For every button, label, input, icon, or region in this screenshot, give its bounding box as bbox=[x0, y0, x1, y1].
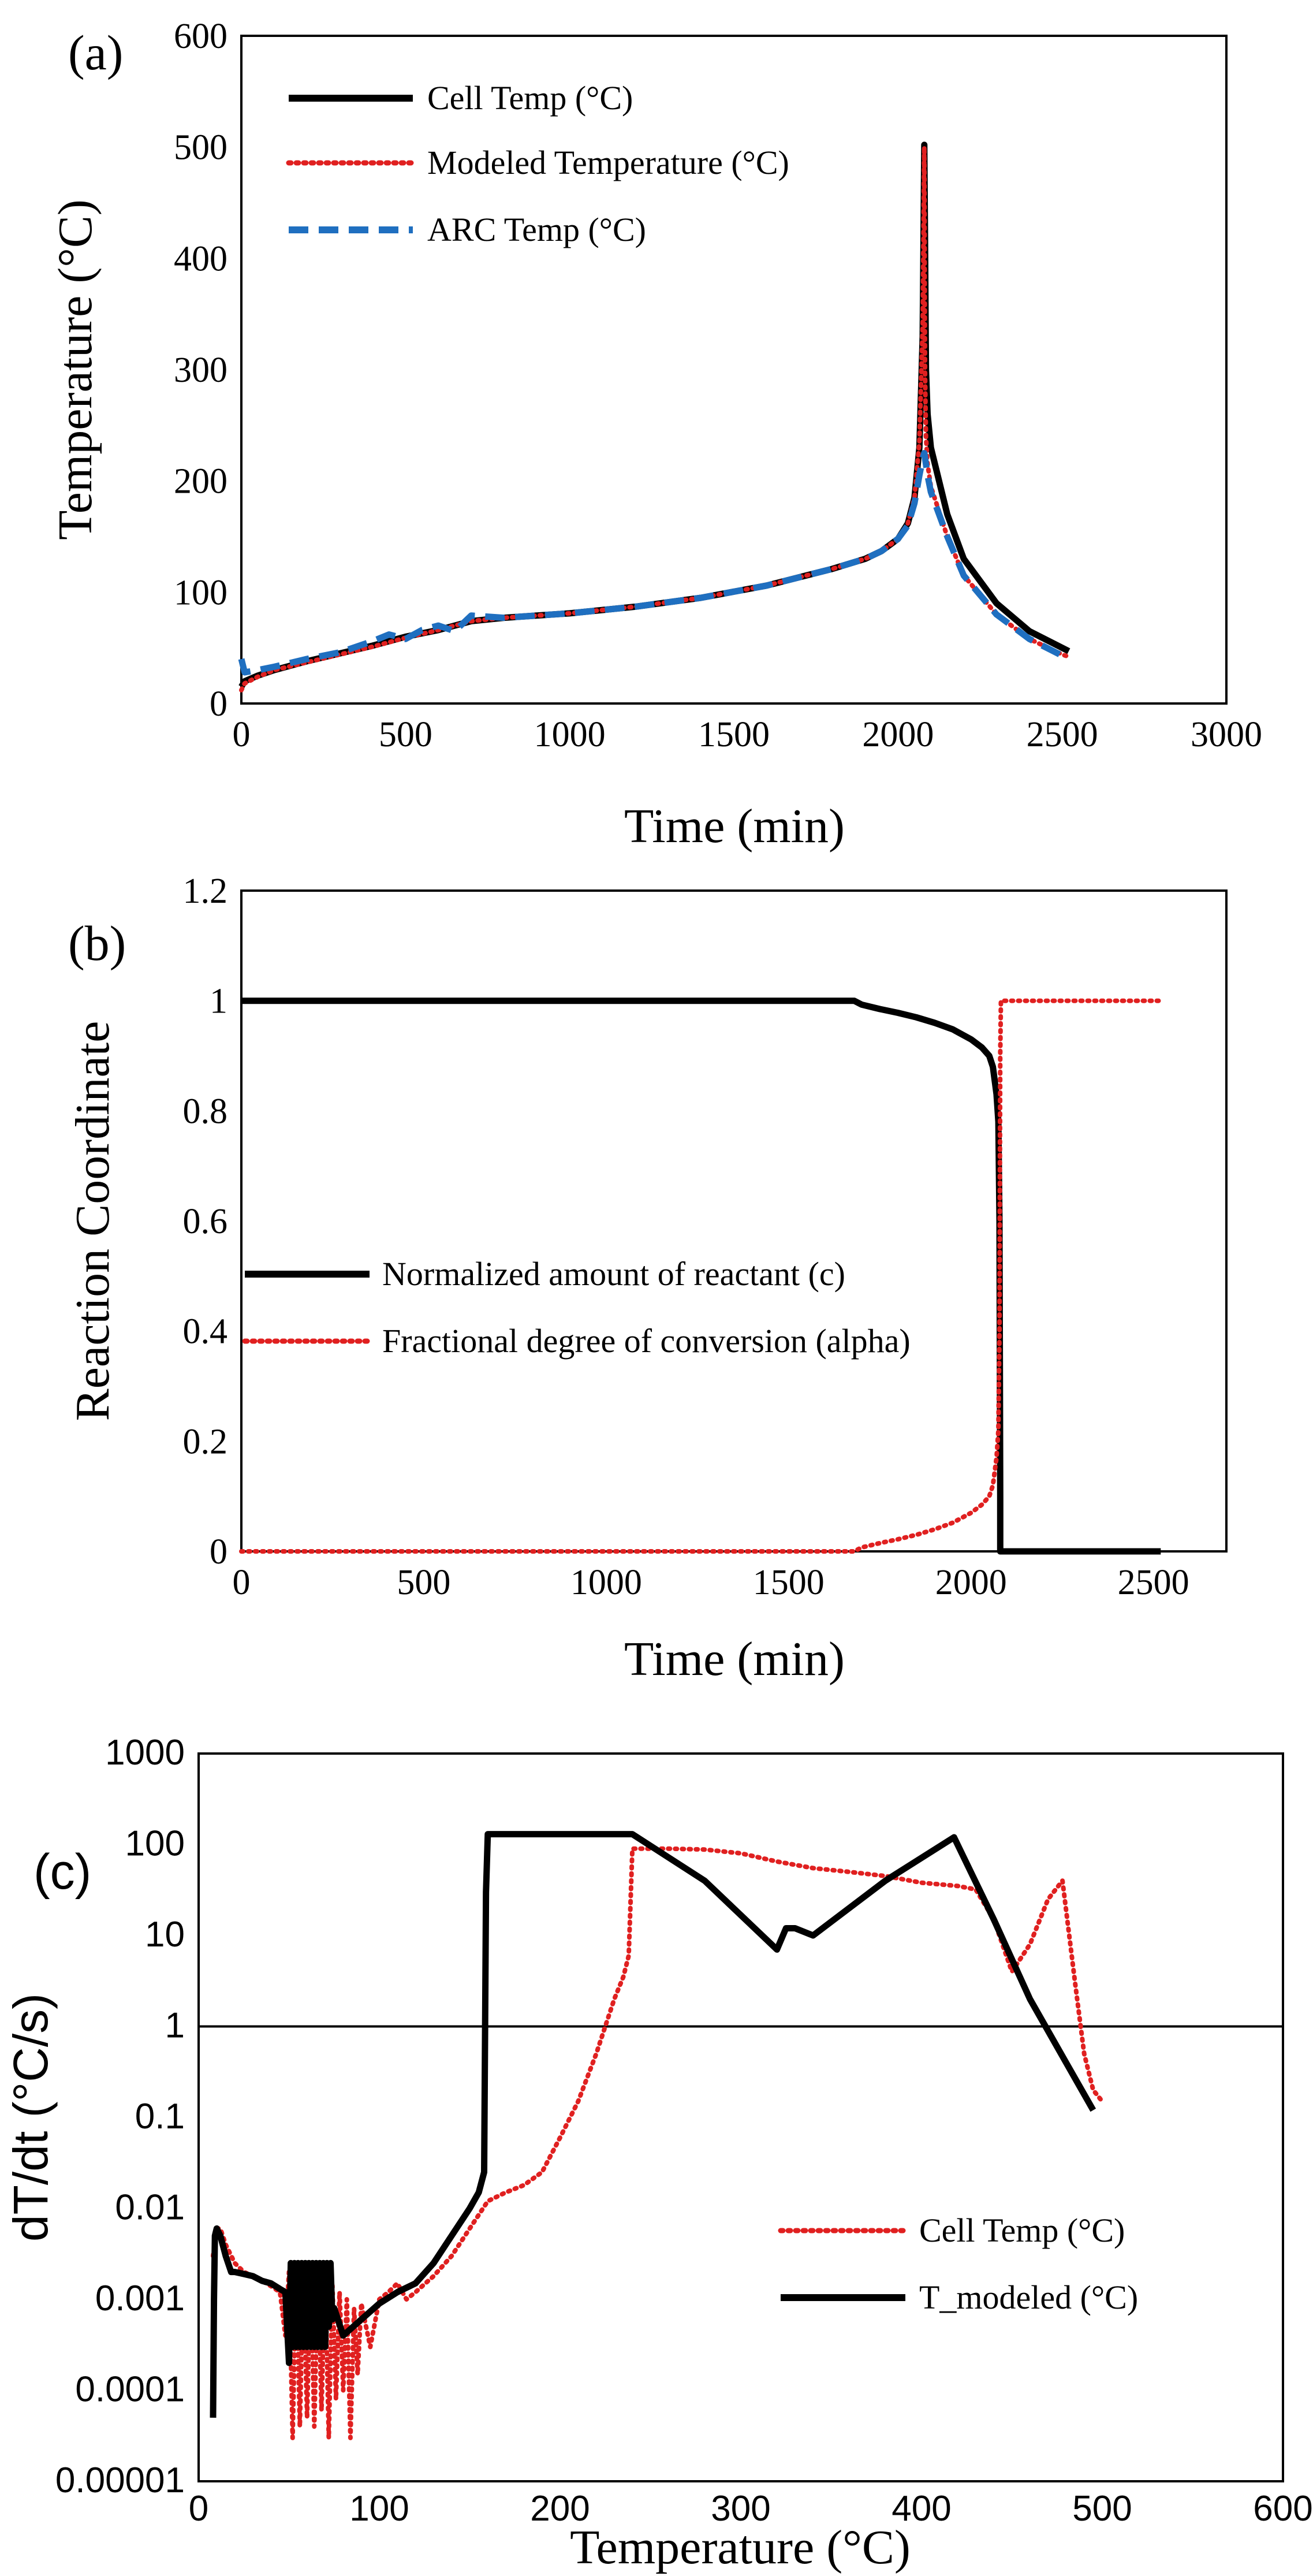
legend-label-alpha: Fractional degree of conversion (alpha) bbox=[382, 1322, 911, 1360]
y-tick-label-a: 300 bbox=[174, 351, 227, 390]
x-tick-label-c: 500 bbox=[1072, 2489, 1132, 2529]
series-line-c-t-modeled-c bbox=[210, 1831, 1096, 2418]
series-layer-b bbox=[239, 997, 1163, 1555]
panel-label-a: (a) bbox=[68, 25, 123, 80]
x-tick-label-c: 300 bbox=[711, 2489, 770, 2529]
y-tick-label-b: 1 bbox=[210, 982, 227, 1021]
x-tick-label-a: 500 bbox=[379, 715, 432, 754]
y-axis-label-b: Reaction Coordinate bbox=[66, 1021, 120, 1421]
series-layer-c bbox=[210, 1831, 1105, 2440]
y-tick-label-c: 0.0001 bbox=[75, 2370, 185, 2410]
x-tick-label-c: 100 bbox=[349, 2489, 409, 2529]
x-tick-label-a: 1000 bbox=[534, 715, 606, 754]
x-tick-label-b: 2000 bbox=[935, 1563, 1007, 1602]
chart-b: (b) 0 500 1000 1500 2000 2500 0 0.2 0.4 0.6 0.8 1 1.… bbox=[66, 872, 1228, 1686]
x-tick-label-c: 400 bbox=[892, 2489, 951, 2529]
legend-label-modeled-temp: Modeled Temperature (°C) bbox=[427, 144, 789, 181]
y-tick-label-c: 1 bbox=[165, 2006, 185, 2046]
x-axis-label-c: Temperature (°C) bbox=[570, 2521, 911, 2574]
y-tick-label-c: 100 bbox=[125, 1824, 185, 1864]
x-tick-label-b: 0 bbox=[233, 1563, 251, 1602]
tick-layer-a: 0 500 1000 1500 2000 2500 3000 0 100 200 300 400 500… bbox=[174, 17, 1262, 754]
series-line-b-normalized-amount-of-reactant-c bbox=[241, 997, 1161, 1555]
legend-label-arc-temp: ARC Temp (°C) bbox=[427, 211, 646, 248]
y-tick-label-b: 0.6 bbox=[183, 1202, 228, 1241]
x-axis-label-a: Time (min) bbox=[624, 799, 845, 853]
x-axis-label-b: Time (min) bbox=[624, 1632, 845, 1686]
y-tick-label-b: 1.2 bbox=[183, 872, 228, 911]
series-layer-a bbox=[238, 142, 1071, 693]
x-tick-label-b: 2500 bbox=[1118, 1563, 1189, 1602]
x-tick-label-a: 0 bbox=[233, 715, 251, 754]
x-tick-label-a: 2500 bbox=[1027, 715, 1098, 754]
legend-label-cell-temp-c: Cell Temp (°C) bbox=[919, 2212, 1125, 2249]
chart-a: (a) 0 500 1000 1500 2000 2500 3000 0 100 200 300 40… bbox=[49, 17, 1262, 853]
x-tick-label-b: 500 bbox=[397, 1563, 450, 1602]
y-tick-label-c: 0.00001 bbox=[55, 2460, 185, 2500]
legend-label-cell-temp: Cell Temp (°C) bbox=[427, 79, 633, 117]
legend-a: Cell Temp (°C) Modeled Temperature (°C) … bbox=[286, 79, 789, 248]
legend-b: Normalized amount of reactant (c) Fracti… bbox=[242, 1255, 911, 1360]
panel-label-c: (c) bbox=[33, 1844, 91, 1900]
y-tick-label-a: 0 bbox=[210, 684, 227, 724]
series-line-a-cell-temp-c bbox=[238, 142, 1070, 688]
x-tick-label-a: 2000 bbox=[862, 715, 934, 754]
legend-c: Cell Temp (°C) T_modeled (°C) bbox=[778, 2212, 1138, 2316]
tick-layer-b: 0 500 1000 1500 2000 2500 0 0.2 0.4 0.6 0.8 1 1.2 bbox=[183, 872, 1189, 1602]
x-tick-label-a: 1500 bbox=[698, 715, 770, 754]
plot-area-c bbox=[197, 1752, 1284, 2482]
y-tick-label-c: 0.001 bbox=[95, 2279, 185, 2318]
y-tick-label-a: 500 bbox=[174, 128, 227, 167]
plot-area-a bbox=[240, 35, 1228, 705]
panel-label-b: (b) bbox=[68, 915, 126, 971]
y-tick-label-b: 0.4 bbox=[183, 1312, 228, 1352]
y-tick-label-b: 0.2 bbox=[183, 1422, 228, 1461]
y-tick-label-a: 100 bbox=[174, 573, 227, 612]
y-tick-label-c: 0.1 bbox=[135, 2097, 185, 2136]
series-line-b-fractional-degree-of-conversion-alpha bbox=[239, 998, 1163, 1554]
series-line-c-cell-temp-c bbox=[211, 1846, 1105, 2440]
x-tick-label-a: 3000 bbox=[1191, 715, 1262, 754]
y-tick-label-b: 0 bbox=[210, 1532, 227, 1572]
y-tick-label-c: 10 bbox=[145, 1915, 185, 1955]
x-tick-label-b: 1500 bbox=[753, 1563, 825, 1602]
y-tick-label-a: 200 bbox=[174, 462, 227, 501]
y-axis-label-a: Temperature (°C) bbox=[49, 199, 102, 540]
x-tick-label-c: 200 bbox=[530, 2489, 590, 2529]
plot-area-b bbox=[240, 889, 1228, 1553]
x-tick-label-c: 0 bbox=[189, 2489, 208, 2529]
legend-label-t-modeled: T_modeled (°C) bbox=[919, 2279, 1138, 2316]
series-line-a-arc-temp-c bbox=[238, 450, 1070, 676]
y-tick-label-b: 0.8 bbox=[183, 1092, 228, 1131]
chart-c: (c) 0 100 200 300 400 500 600 0.00001 0.0001 0.00… bbox=[3, 1733, 1313, 2574]
y-axis-label-c: dT/dt (°C/s) bbox=[3, 1993, 58, 2242]
y-tick-label-c: 1000 bbox=[105, 1733, 185, 1773]
tick-layer-c: 0 100 200 300 400 500 600 0.00001 0.0001 0.001 0.0… bbox=[55, 1733, 1313, 2529]
legend-label-reactant: Normalized amount of reactant (c) bbox=[382, 1255, 845, 1293]
y-tick-label-c: 0.01 bbox=[115, 2188, 185, 2228]
y-tick-label-a: 400 bbox=[174, 239, 227, 278]
x-tick-label-b: 1000 bbox=[570, 1563, 642, 1602]
y-tick-label-a: 600 bbox=[174, 17, 227, 56]
x-tick-label-c: 600 bbox=[1253, 2489, 1312, 2529]
